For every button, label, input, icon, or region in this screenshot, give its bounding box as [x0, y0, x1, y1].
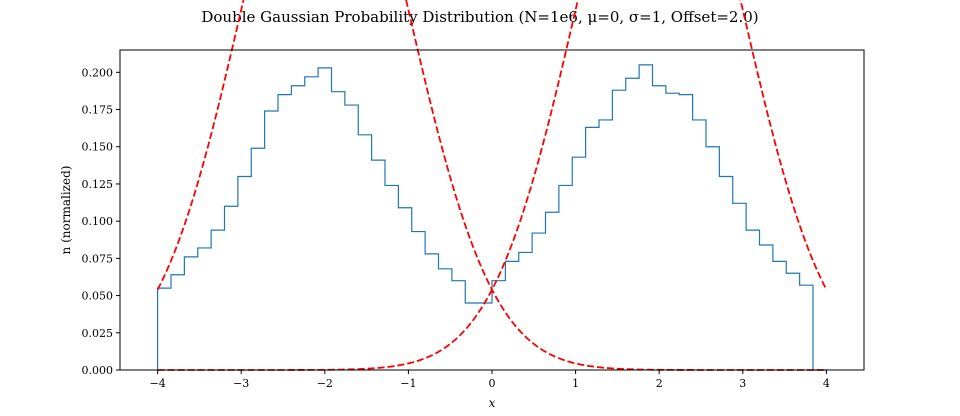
y-tick-label: 0.000 — [82, 364, 114, 377]
y-tick-label: 0.100 — [82, 215, 114, 228]
x-tick-label: 1 — [572, 377, 579, 390]
y-tick-label: 0.200 — [82, 66, 114, 79]
x-axis-ticks: −4 −3 −2 −1 0 1 2 3 4 — [150, 370, 830, 390]
x-tick-label: −4 — [150, 377, 166, 390]
y-tick-label: 0.075 — [82, 252, 114, 265]
chart-title: Double Gaussian Probability Distribution… — [201, 8, 758, 26]
x-tick-label: −3 — [233, 377, 249, 390]
plot-frame — [119, 49, 865, 371]
x-tick-label: 2 — [656, 377, 663, 390]
y-tick-label: 0.150 — [82, 141, 114, 154]
x-tick-label: −2 — [317, 377, 333, 390]
gaussian-curve-2 — [157, 0, 828, 371]
gaussian-curve-1 — [156, 0, 827, 371]
histogram — [157, 64, 827, 371]
y-axis-ticks: 0.000 0.025 0.050 0.075 0.100 0.125 0.150 0.175… — [82, 66, 120, 377]
y-axis-label: n (normalized) — [59, 166, 73, 255]
x-tick-label: −1 — [400, 377, 416, 390]
y-tick-label: 0.125 — [82, 178, 114, 191]
y-tick-label: 0.050 — [82, 290, 114, 303]
x-tick-label: 4 — [823, 377, 830, 390]
y-tick-label: 0.025 — [82, 327, 114, 340]
x-tick-label: 0 — [489, 377, 496, 390]
fit-curves — [156, 0, 828, 371]
x-axis-label: x — [489, 396, 496, 410]
histogram-step — [157, 64, 827, 371]
x-tick-label: 3 — [739, 377, 746, 390]
y-tick-label: 0.175 — [82, 104, 114, 117]
